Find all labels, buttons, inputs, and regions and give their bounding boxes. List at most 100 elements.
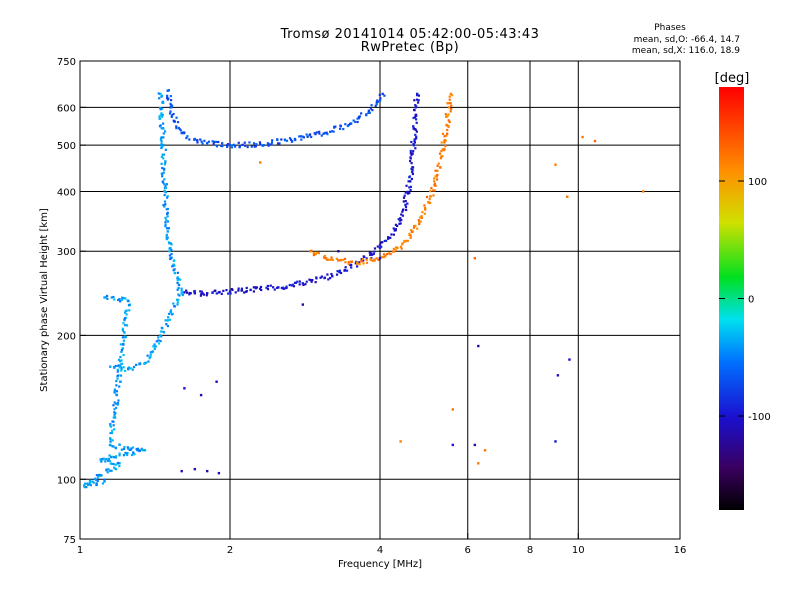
data-point (132, 446, 135, 449)
data-point (310, 249, 313, 252)
data-point (240, 289, 243, 292)
data-point (170, 106, 173, 109)
data-point (375, 101, 378, 104)
data-point (162, 331, 166, 334)
data-point (113, 466, 116, 469)
data-point (429, 201, 432, 205)
data-point (196, 141, 199, 144)
data-point (164, 160, 167, 163)
data-point (164, 216, 167, 219)
phase-stats-x: mean, sd,X: 116.0, 18.9 (631, 46, 740, 56)
data-point (420, 216, 423, 219)
data-point (119, 374, 123, 377)
data-point (222, 289, 225, 292)
data-point (315, 131, 318, 134)
data-point (365, 261, 369, 264)
data-point (399, 217, 402, 220)
data-point (357, 115, 361, 119)
data-point (414, 224, 417, 227)
data-point (399, 222, 402, 225)
data-point (375, 257, 378, 260)
data-point (166, 319, 169, 322)
data-point (336, 270, 339, 273)
data-point (168, 242, 171, 245)
data-point (140, 447, 143, 450)
data-point (185, 291, 189, 294)
data-point (367, 109, 371, 113)
data-point (428, 197, 431, 201)
data-point (152, 345, 155, 348)
data-point (416, 101, 420, 104)
data-point (88, 479, 92, 482)
data-point (159, 330, 163, 333)
data-point (160, 146, 163, 150)
data-point (335, 257, 338, 260)
data-point (414, 116, 417, 119)
data-point (259, 285, 263, 289)
data-point (166, 196, 169, 199)
data-point (358, 263, 361, 266)
data-point (162, 127, 165, 130)
data-point (373, 250, 376, 253)
data-point (163, 130, 167, 133)
data-point (126, 453, 129, 457)
data-point (166, 98, 169, 101)
data-point (127, 367, 130, 371)
data-point (176, 303, 179, 306)
data-point (121, 336, 125, 339)
data-point (116, 403, 119, 406)
data-point (125, 313, 128, 316)
data-point (237, 287, 240, 290)
data-point (122, 454, 126, 457)
data-point (161, 153, 164, 156)
data-point (310, 135, 313, 139)
data-point (443, 135, 446, 138)
data-point (414, 133, 417, 136)
data-point (409, 236, 412, 240)
data-point (158, 125, 162, 128)
data-point (115, 384, 118, 387)
data-point (339, 271, 343, 275)
data-point (433, 177, 436, 180)
data-point (162, 122, 165, 125)
data-point (108, 459, 111, 463)
data-point (434, 169, 437, 172)
data-point (440, 149, 443, 153)
data-point (180, 287, 183, 290)
data-point (215, 292, 218, 295)
data-point (181, 293, 184, 297)
data-point (318, 130, 321, 133)
data-point (313, 132, 316, 135)
data-point (113, 401, 116, 404)
data-point (120, 350, 123, 353)
data-point (160, 326, 163, 329)
data-point (205, 141, 209, 145)
data-point (112, 416, 115, 419)
data-point (228, 143, 232, 147)
x-tick-label: 4 (377, 545, 383, 556)
data-point (162, 153, 166, 156)
data-point (147, 360, 150, 363)
data-point (111, 439, 114, 442)
data-point (127, 304, 131, 307)
data-point (109, 425, 113, 428)
data-point (153, 343, 156, 346)
data-point (408, 191, 411, 195)
data-point (120, 367, 123, 370)
data-point (329, 258, 332, 262)
data-point (230, 146, 234, 149)
data-point (123, 445, 126, 449)
data-point (409, 185, 413, 188)
data-point (100, 460, 103, 463)
data-point (434, 184, 437, 187)
data-point (405, 184, 408, 187)
data-point (301, 282, 305, 285)
data-point (330, 256, 333, 259)
data-point (483, 449, 487, 452)
data-point (392, 227, 395, 230)
data-point (200, 290, 203, 293)
data-point (288, 283, 291, 287)
data-point (329, 276, 332, 280)
data-point (127, 447, 130, 450)
data-point (162, 143, 165, 147)
